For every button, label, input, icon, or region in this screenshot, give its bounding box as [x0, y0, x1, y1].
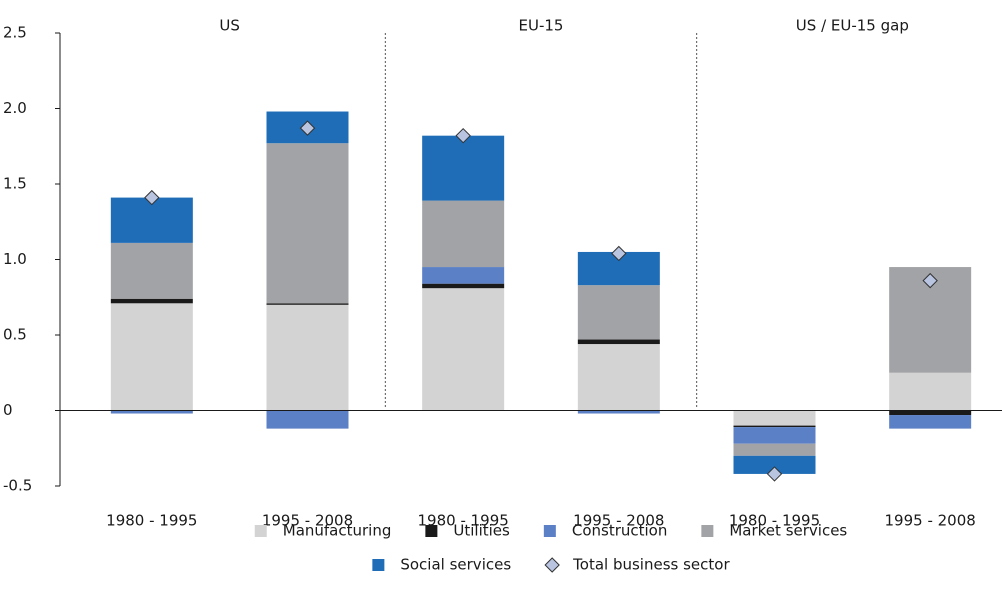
legend-swatch [372, 559, 385, 571]
x-tick-label: 1995 - 2008 [573, 512, 664, 530]
bar-segment [733, 410, 816, 426]
total-marker [455, 127, 471, 144]
bar-segment [266, 303, 349, 305]
panel-label: US / EU-15 gap [796, 17, 909, 35]
bar-segment [889, 415, 972, 429]
x-tick-label: 1995 - 2008 [885, 512, 976, 530]
x-tick-label: 1995 - 2008 [262, 512, 353, 530]
bar-segment [889, 410, 972, 416]
legend-label: Utilities [453, 522, 510, 540]
y-tick-label: 0.5 [3, 326, 27, 344]
bar-segment [733, 425, 816, 428]
bar-segment [422, 267, 505, 284]
x-tick-label: 1980 - 1995 [729, 512, 820, 530]
total-marker [766, 466, 783, 482]
legend-label: Manufacturing [283, 522, 392, 540]
bar-segment [266, 143, 349, 304]
bar-segment [110, 303, 193, 411]
bar-segment [422, 200, 505, 268]
bar-segment [110, 298, 193, 304]
legend-swatch [254, 525, 267, 537]
bar-segment [889, 372, 972, 411]
y-tick-label: 2.5 [3, 24, 27, 42]
bar-segment [577, 410, 660, 414]
bar-segment [577, 285, 660, 340]
legend-label: Market services [729, 522, 847, 540]
bar-segment [733, 443, 816, 456]
legend-swatch [425, 525, 438, 537]
bar-segment [733, 455, 816, 474]
y-tick-label: 1.0 [3, 250, 27, 268]
y-tick-label: 2.0 [3, 99, 27, 117]
total-marker [144, 189, 160, 206]
bar-segment [266, 410, 349, 429]
y-tick-label: 0 [3, 401, 13, 419]
panel-label: EU-15 [519, 17, 564, 35]
bar-segment [110, 242, 193, 299]
legend-swatch [701, 525, 714, 537]
bar-segment [422, 135, 505, 201]
y-tick-label: -0.5 [3, 477, 32, 495]
bar-segment [577, 344, 660, 411]
legend-label: Total business sector [572, 556, 730, 574]
legend-label: Social services [400, 556, 511, 574]
panel-label: US [219, 17, 240, 35]
y-tick-label: 1.5 [3, 175, 27, 193]
bar-segment [110, 410, 193, 414]
bar-segment [266, 304, 349, 411]
bar-segment [422, 283, 505, 289]
x-tick-label: 1980 - 1995 [418, 512, 509, 530]
bar-segment [733, 427, 816, 444]
legend-marker [544, 557, 560, 573]
legend-label: Construction [572, 522, 668, 540]
total-marker [611, 245, 627, 262]
legend-swatch [543, 525, 556, 537]
total-marker [299, 120, 316, 136]
bar-segment [422, 288, 505, 411]
x-tick-label: 1980 - 1995 [106, 512, 197, 530]
total-marker [922, 272, 938, 289]
bar-segment [577, 339, 660, 345]
